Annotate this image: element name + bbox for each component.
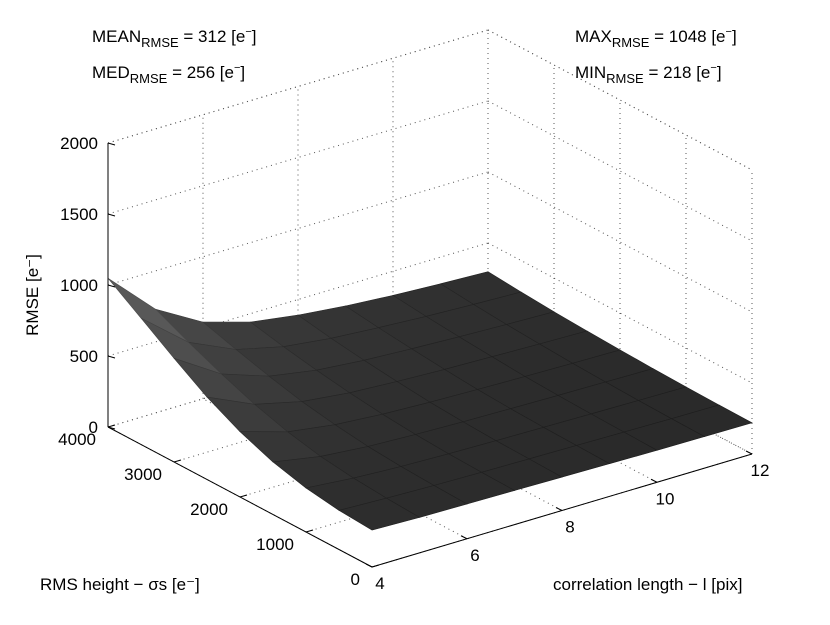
wall-grid-line [107,242,489,357]
y-tick-label: 2000 [190,500,228,519]
x-tick-label: 6 [470,546,479,565]
x-tick-mark [460,535,468,540]
z-tick-mark [107,213,116,217]
x-tick-mark [365,563,373,568]
x-tick-mark [650,478,658,483]
y-tick-mark [371,564,380,568]
y-tick-mark [107,424,116,428]
x-axis-label: correlation length − l [pix] [553,575,742,594]
x-tick-mark [745,450,753,455]
surface-patch [338,497,421,531]
z-tick-label: 1000 [60,276,98,295]
wall-grid-line [107,100,489,215]
z-tick-mark [107,142,116,146]
min-rmse-annotation: MINRMSE = 218 [e−] [575,62,722,86]
z-tick-mark [107,426,116,430]
mean-rmse-annotation: MEANRMSE = 312 [e−] [92,26,257,50]
z-tick-label: 0 [89,418,98,437]
y-tick-mark [239,494,248,498]
z-tick-label: 500 [70,347,98,366]
max-rmse-annotation: MAXRMSE = 1048 [e−] [575,26,737,50]
y-tick-label: 0 [351,570,360,589]
axes [107,142,753,568]
x-tick-mark [555,507,563,511]
y-tick-label: 3000 [124,465,162,484]
x-tick-label: 8 [565,518,574,537]
z-tick-label: 1500 [60,205,98,224]
z-axis-label: RMSE [e⁻] [23,254,42,336]
wall-grid-line [107,171,489,286]
y-tick-label: 4000 [58,430,96,449]
x-tick-label: 10 [656,489,675,508]
x-tick-label: 4 [375,574,384,593]
x-tick-label: 12 [751,461,770,480]
y-axis-label: RMS height − σs [e⁻] [40,575,200,594]
y-tick-mark [173,459,182,463]
y-tick-label: 1000 [256,535,294,554]
med-rmse-annotation: MEDRMSE = 256 [e−] [92,62,246,86]
surface-mesh [107,271,753,531]
z-tick-mark [107,355,116,359]
z-tick-mark [107,284,116,288]
wall-grid-line [487,100,753,242]
box-edge [107,29,489,144]
y-tick-mark [305,529,314,533]
z-tick-label: 2000 [60,134,98,153]
surface-patch [107,277,189,343]
